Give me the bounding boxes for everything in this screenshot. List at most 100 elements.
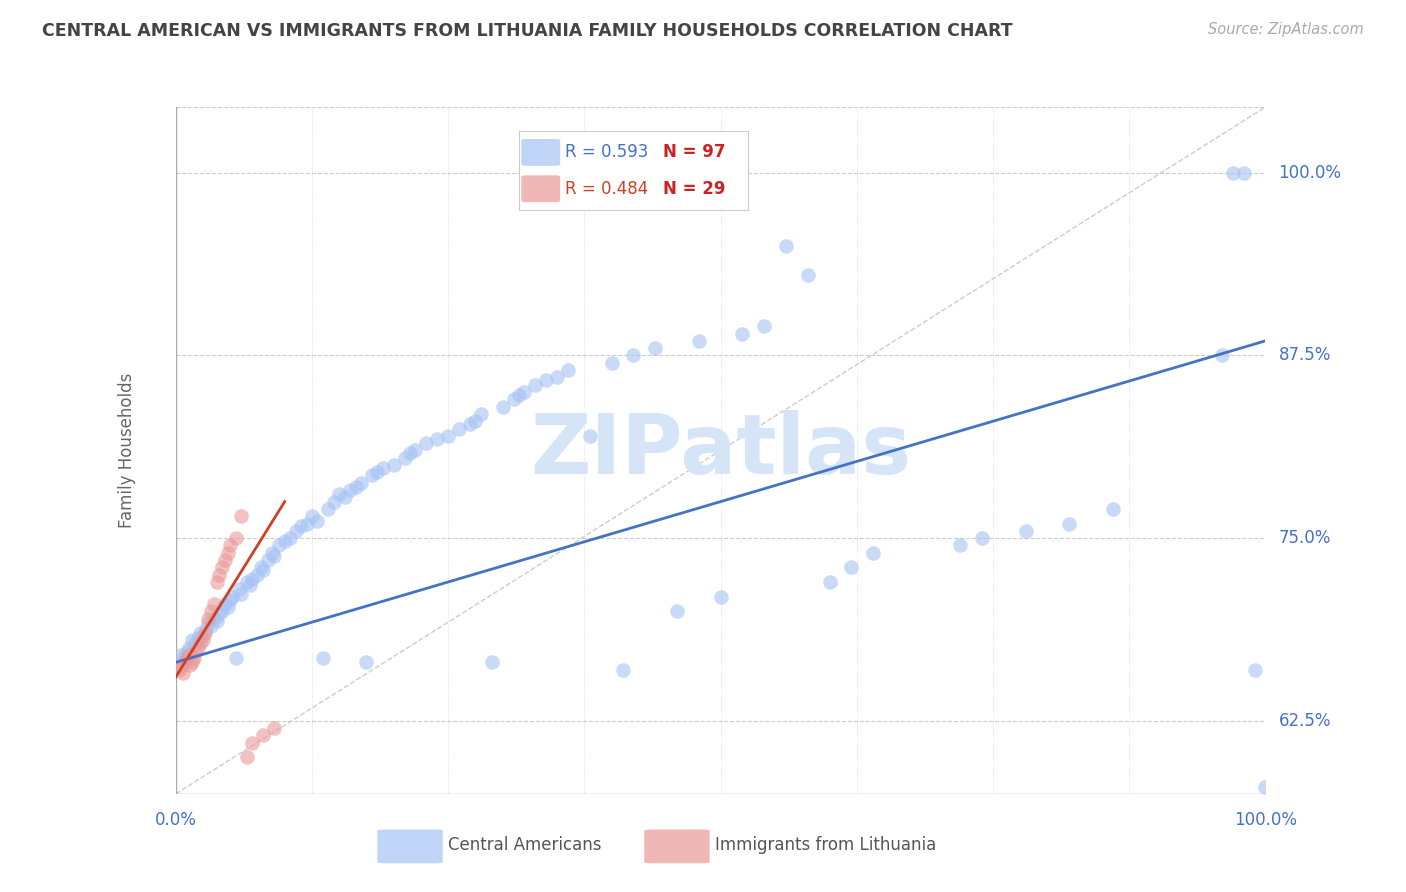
Point (274, 534, 297, 549)
Point (579, 429, 602, 443)
Point (191, 629, 214, 643)
Point (470, 407, 492, 421)
Point (219, 592, 242, 607)
Point (252, 728, 274, 742)
Point (219, 538, 242, 552)
Point (208, 607, 231, 621)
Point (307, 514, 329, 528)
Point (217, 599, 239, 614)
Text: ZIPatlas: ZIPatlas (530, 410, 911, 491)
Point (239, 578, 262, 592)
Point (754, 319, 776, 334)
Point (1243, 663, 1265, 677)
Point (502, 392, 524, 407)
Point (197, 611, 219, 625)
Point (177, 648, 200, 662)
Point (184, 636, 207, 650)
Point (214, 597, 236, 611)
Point (481, 656, 503, 670)
Point (188, 636, 211, 650)
Point (534, 373, 557, 387)
Point (240, 572, 263, 586)
FancyBboxPatch shape (522, 176, 560, 202)
Point (350, 475, 373, 490)
Text: R = 0.484: R = 0.484 (565, 180, 648, 198)
Point (231, 509, 253, 524)
Point (181, 633, 204, 648)
Point (688, 334, 710, 348)
Point (205, 615, 228, 629)
Point (170, 648, 193, 662)
Point (356, 656, 378, 670)
Text: Central Americans: Central Americans (449, 836, 602, 855)
Point (731, 326, 754, 341)
Point (290, 519, 312, 533)
Text: Family Households: Family Households (118, 373, 136, 528)
FancyBboxPatch shape (522, 139, 560, 166)
Point (208, 567, 231, 582)
Point (710, 590, 733, 604)
Point (796, 268, 818, 282)
Point (170, 659, 193, 673)
Point (322, 494, 344, 508)
Point (176, 645, 198, 659)
Point (612, 663, 634, 677)
Point (176, 651, 198, 665)
Point (1222, 166, 1244, 180)
Point (447, 421, 470, 435)
Point (371, 461, 394, 475)
Point (225, 531, 247, 545)
Point (600, 356, 623, 370)
Point (205, 574, 228, 589)
Point (508, 388, 530, 402)
Point (202, 597, 225, 611)
Point (263, 549, 285, 563)
Point (862, 546, 884, 560)
Point (186, 631, 209, 645)
Point (191, 633, 214, 648)
Point (202, 611, 225, 625)
Point (221, 590, 243, 604)
Point (382, 458, 405, 472)
Point (1254, 780, 1277, 794)
Point (405, 443, 427, 458)
Point (179, 658, 201, 673)
Point (284, 524, 307, 538)
Point (211, 560, 233, 574)
Text: R = 0.593: R = 0.593 (565, 144, 648, 161)
Point (818, 574, 841, 589)
Point (1015, 524, 1038, 538)
Point (1211, 349, 1233, 363)
Text: 0.0%: 0.0% (155, 812, 197, 830)
Point (841, 560, 863, 574)
Point (513, 384, 536, 399)
Point (775, 239, 797, 253)
Point (181, 656, 204, 670)
Point (278, 531, 301, 545)
Point (464, 414, 486, 428)
Point (235, 750, 257, 764)
Text: N = 29: N = 29 (664, 180, 725, 198)
Point (666, 604, 689, 618)
Point (339, 483, 361, 497)
Point (235, 574, 257, 589)
Point (263, 721, 285, 735)
Point (1102, 502, 1125, 516)
Point (194, 626, 217, 640)
Point (970, 531, 993, 545)
Text: 100.0%: 100.0% (1234, 812, 1296, 830)
Point (399, 446, 422, 460)
Point (437, 429, 460, 443)
Point (200, 619, 222, 633)
Point (211, 604, 233, 618)
Point (177, 640, 200, 655)
Point (197, 615, 219, 630)
Point (426, 432, 449, 446)
Point (173, 656, 195, 670)
Point (360, 468, 382, 483)
Point (214, 553, 236, 567)
Point (415, 436, 437, 450)
Point (186, 640, 209, 655)
Point (1232, 166, 1256, 180)
Point (644, 341, 666, 355)
